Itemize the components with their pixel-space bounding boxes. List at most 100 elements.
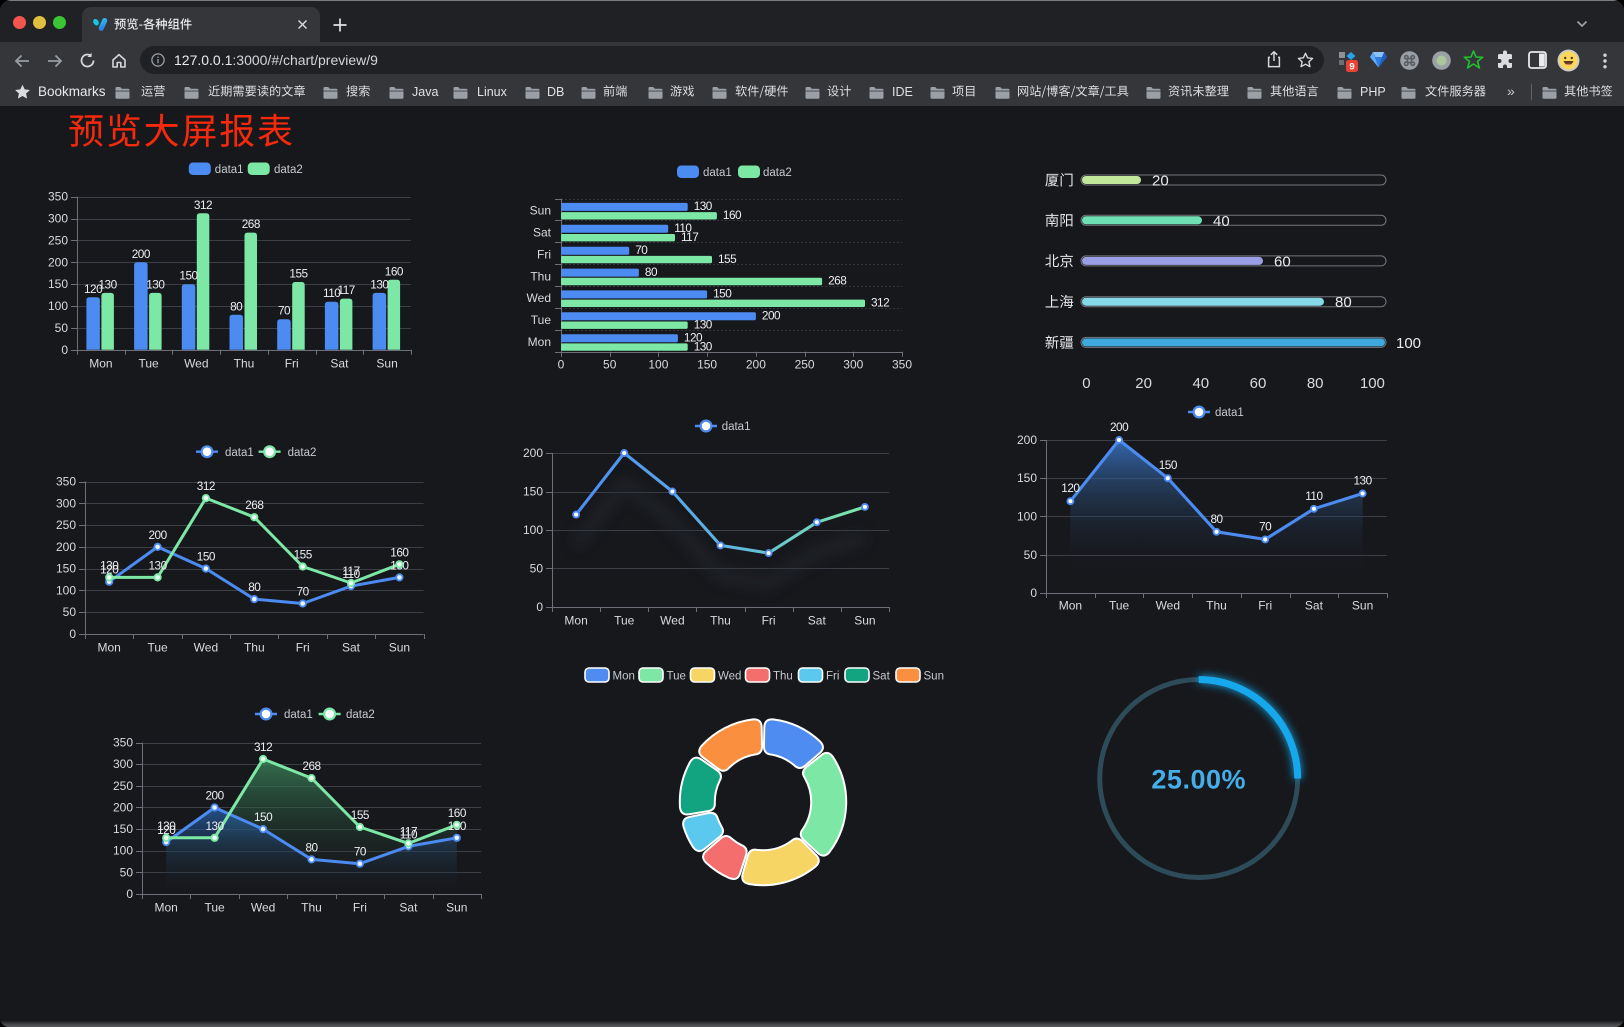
svg-text:120: 120	[1061, 481, 1080, 495]
svg-text:Fri: Fri	[1258, 599, 1272, 613]
svg-text:Thu: Thu	[710, 614, 731, 628]
svg-text:80: 80	[248, 580, 261, 594]
svg-text:130: 130	[149, 558, 168, 572]
svg-text:80: 80	[1307, 375, 1324, 392]
svg-text:268: 268	[242, 217, 261, 231]
svg-text:50: 50	[63, 605, 77, 619]
svg-text:150: 150	[56, 562, 76, 576]
svg-text:0: 0	[1030, 586, 1037, 600]
svg-text:150: 150	[48, 277, 68, 291]
svg-text:110: 110	[1305, 489, 1323, 503]
svg-text:200: 200	[149, 528, 168, 542]
svg-text:200: 200	[56, 540, 76, 554]
svg-text:100: 100	[56, 583, 76, 597]
svg-text:200: 200	[1017, 433, 1037, 447]
svg-text:268: 268	[302, 759, 321, 773]
svg-text:200: 200	[762, 309, 781, 323]
svg-text:120: 120	[157, 823, 176, 837]
svg-text:150: 150	[1159, 458, 1178, 472]
svg-text:100: 100	[523, 523, 543, 537]
svg-text:Fri: Fri	[537, 248, 551, 262]
svg-text:200: 200	[1110, 420, 1129, 434]
svg-text:Fri: Fri	[762, 614, 776, 628]
svg-text:150: 150	[179, 269, 198, 283]
svg-text:160: 160	[385, 264, 404, 278]
svg-text:Mon: Mon	[98, 641, 121, 655]
svg-text:data1: data1	[215, 164, 244, 176]
svg-text:70: 70	[297, 585, 310, 599]
svg-text:100: 100	[1017, 510, 1037, 524]
svg-text:50: 50	[55, 321, 69, 335]
svg-text:Thu: Thu	[530, 269, 551, 283]
svg-text:Thu: Thu	[234, 356, 255, 370]
svg-text:70: 70	[278, 304, 291, 318]
svg-text:Sat: Sat	[1305, 599, 1324, 613]
svg-text:data2: data2	[274, 164, 303, 176]
svg-text:Sun: Sun	[854, 614, 875, 628]
svg-text:80: 80	[1335, 294, 1352, 311]
svg-text:Wed: Wed	[251, 901, 275, 915]
svg-text:110: 110	[323, 286, 341, 300]
svg-text:160: 160	[448, 806, 467, 820]
svg-text:350: 350	[892, 358, 912, 372]
svg-text:Mon: Mon	[1059, 599, 1082, 613]
svg-text:70: 70	[635, 243, 648, 257]
svg-text:155: 155	[718, 252, 737, 266]
svg-text:Tue: Tue	[138, 356, 159, 370]
svg-text:50: 50	[530, 562, 544, 576]
svg-text:350: 350	[48, 190, 68, 204]
svg-text:Sat: Sat	[399, 901, 418, 915]
svg-text:130: 130	[694, 199, 713, 213]
svg-text:70: 70	[1259, 519, 1272, 533]
svg-text:130: 130	[157, 819, 176, 833]
svg-text:130: 130	[146, 277, 165, 291]
svg-text:312: 312	[194, 198, 212, 212]
svg-text:Sat: Sat	[342, 641, 361, 655]
svg-text:data2: data2	[346, 709, 375, 721]
svg-text:130: 130	[694, 317, 713, 331]
svg-text:100: 100	[1396, 335, 1421, 352]
svg-text:312: 312	[254, 740, 272, 754]
svg-text:9: 9	[1349, 61, 1354, 72]
svg-text:80: 80	[1210, 512, 1223, 526]
svg-text:250: 250	[48, 233, 68, 247]
svg-text:Sat: Sat	[330, 356, 349, 370]
svg-text:40: 40	[1213, 213, 1230, 230]
svg-text:268: 268	[245, 498, 264, 512]
svg-text:50: 50	[603, 358, 617, 372]
svg-text:120: 120	[84, 282, 103, 296]
svg-text:200: 200	[113, 801, 133, 815]
svg-text:data1: data1	[722, 421, 751, 433]
svg-text:80: 80	[305, 840, 318, 854]
svg-text:Tue: Tue	[1109, 599, 1130, 613]
svg-text:Thu: Thu	[301, 901, 322, 915]
svg-text:150: 150	[1017, 471, 1037, 485]
svg-text:data1: data1	[703, 167, 732, 179]
svg-text:130: 130	[694, 339, 713, 353]
svg-text:Mon: Mon	[155, 901, 178, 915]
svg-text:70: 70	[354, 845, 367, 859]
svg-text:Fri: Fri	[285, 356, 299, 370]
svg-text:200: 200	[132, 247, 151, 261]
svg-text:Fri: Fri	[826, 670, 839, 682]
svg-text:300: 300	[113, 757, 133, 771]
svg-text:130: 130	[370, 277, 389, 291]
svg-text:150: 150	[113, 822, 133, 836]
svg-text:100: 100	[648, 358, 668, 372]
svg-text:300: 300	[843, 358, 863, 372]
svg-text:Sat: Sat	[533, 226, 552, 240]
svg-text:80: 80	[645, 265, 658, 279]
svg-text:130: 130	[206, 819, 225, 833]
svg-text:50: 50	[120, 865, 134, 879]
svg-text:155: 155	[294, 548, 313, 562]
svg-text:0: 0	[61, 343, 68, 357]
svg-text:160: 160	[723, 208, 742, 222]
svg-text:0: 0	[126, 887, 133, 901]
svg-text:150: 150	[197, 550, 216, 564]
svg-text:Fri: Fri	[296, 641, 310, 655]
svg-text:Sun: Sun	[1352, 599, 1373, 613]
svg-text:130: 130	[99, 277, 118, 291]
svg-text:130: 130	[1354, 474, 1373, 488]
svg-text:Tue: Tue	[147, 641, 168, 655]
svg-text:155: 155	[351, 808, 370, 822]
